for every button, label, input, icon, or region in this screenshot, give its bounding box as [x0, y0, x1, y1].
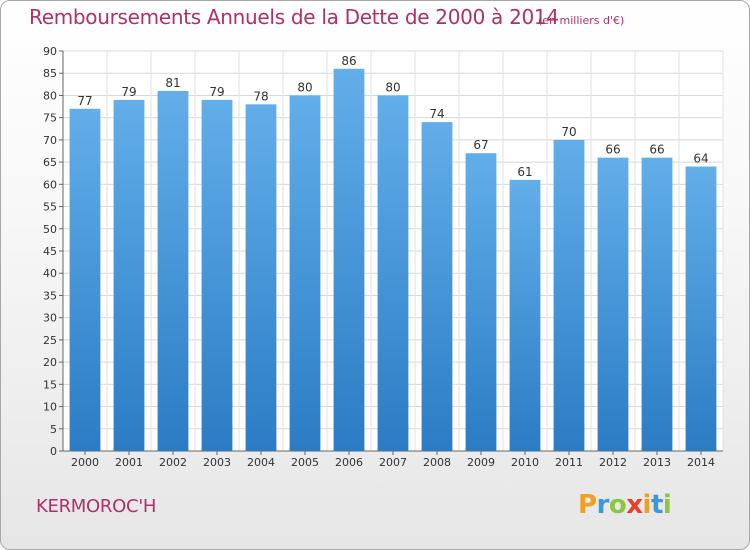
x-tick-label: 2002 — [159, 456, 187, 469]
bar-value-label: 79 — [121, 85, 136, 99]
logo-letter: i — [662, 490, 672, 520]
x-tick-label: 2000 — [71, 456, 99, 469]
y-tick-label: 65 — [43, 156, 57, 169]
y-tick-label: 70 — [43, 134, 57, 147]
bar — [465, 153, 497, 451]
bar — [421, 122, 453, 451]
logo-letter: i — [642, 490, 652, 520]
x-tick-label: 2005 — [291, 456, 319, 469]
logo-letter: r — [596, 490, 610, 520]
bar-value-label: 86 — [341, 54, 356, 68]
bar-value-label: 80 — [297, 80, 312, 94]
bar-value-label: 78 — [253, 89, 268, 103]
y-tick-label: 45 — [43, 245, 57, 258]
bar — [509, 179, 541, 451]
x-tick-label: 2013 — [643, 456, 671, 469]
bar-value-label: 77 — [77, 94, 92, 108]
bar-value-label: 67 — [473, 138, 488, 152]
logo-letter: o — [608, 490, 627, 520]
logo-letter: t — [650, 490, 663, 520]
bar — [553, 139, 585, 451]
bar-value-label: 64 — [693, 152, 708, 166]
bar — [157, 91, 189, 451]
y-tick-label: 25 — [43, 334, 57, 347]
y-tick-label: 0 — [50, 445, 57, 458]
x-tick-label: 2007 — [379, 456, 407, 469]
x-tick-label: 2011 — [555, 456, 583, 469]
bar — [597, 157, 629, 451]
y-tick-label: 90 — [43, 45, 57, 58]
bar — [113, 99, 145, 451]
bar-value-label: 79 — [209, 85, 224, 99]
x-tick-label: 2012 — [599, 456, 627, 469]
bar — [245, 104, 277, 451]
y-tick-label: 20 — [43, 356, 57, 369]
y-tick-label: 80 — [43, 89, 57, 102]
bar — [333, 68, 365, 452]
chart-subtitle: (en milliers d'€) — [538, 14, 625, 27]
y-tick-label: 40 — [43, 267, 57, 280]
bar — [685, 166, 717, 452]
x-tick-label: 2006 — [335, 456, 363, 469]
bar-value-label: 66 — [649, 143, 664, 157]
bar — [377, 95, 409, 451]
y-tick-label: 85 — [43, 67, 57, 80]
commune-name: KERMOROC'H — [36, 496, 157, 517]
y-tick-label: 10 — [43, 401, 57, 414]
y-tick-label: 5 — [50, 423, 57, 436]
bar-value-label: 66 — [605, 143, 620, 157]
y-tick-label: 50 — [43, 223, 57, 236]
y-tick-label: 60 — [43, 178, 57, 191]
bar — [201, 99, 233, 451]
bar-value-label: 74 — [429, 107, 444, 121]
x-tick-label: 2014 — [687, 456, 715, 469]
x-tick-label: 2001 — [115, 456, 143, 469]
y-tick-label: 55 — [43, 201, 57, 214]
bar-value-label: 80 — [385, 80, 400, 94]
x-tick-label: 2010 — [511, 456, 539, 469]
bar-value-label: 81 — [165, 76, 180, 90]
bar — [641, 157, 673, 451]
chart-title: Remboursements Annuels de la Dette de 20… — [29, 5, 559, 29]
y-tick-label: 30 — [43, 312, 57, 325]
y-tick-label: 75 — [43, 112, 57, 125]
bar-value-label: 70 — [561, 125, 576, 139]
x-tick-label: 2008 — [423, 456, 451, 469]
logo-letter: x — [626, 490, 643, 520]
x-tick-label: 2004 — [247, 456, 275, 469]
y-tick-label: 15 — [43, 378, 57, 391]
bar — [289, 95, 321, 451]
x-tick-label: 2009 — [467, 456, 495, 469]
bar — [69, 108, 101, 452]
proxiti-logo: Proxiti — [578, 490, 672, 520]
bar-value-label: 61 — [517, 165, 532, 179]
x-tick-label: 2003 — [203, 456, 231, 469]
y-tick-label: 35 — [43, 289, 57, 302]
logo-letter: P — [578, 490, 597, 520]
